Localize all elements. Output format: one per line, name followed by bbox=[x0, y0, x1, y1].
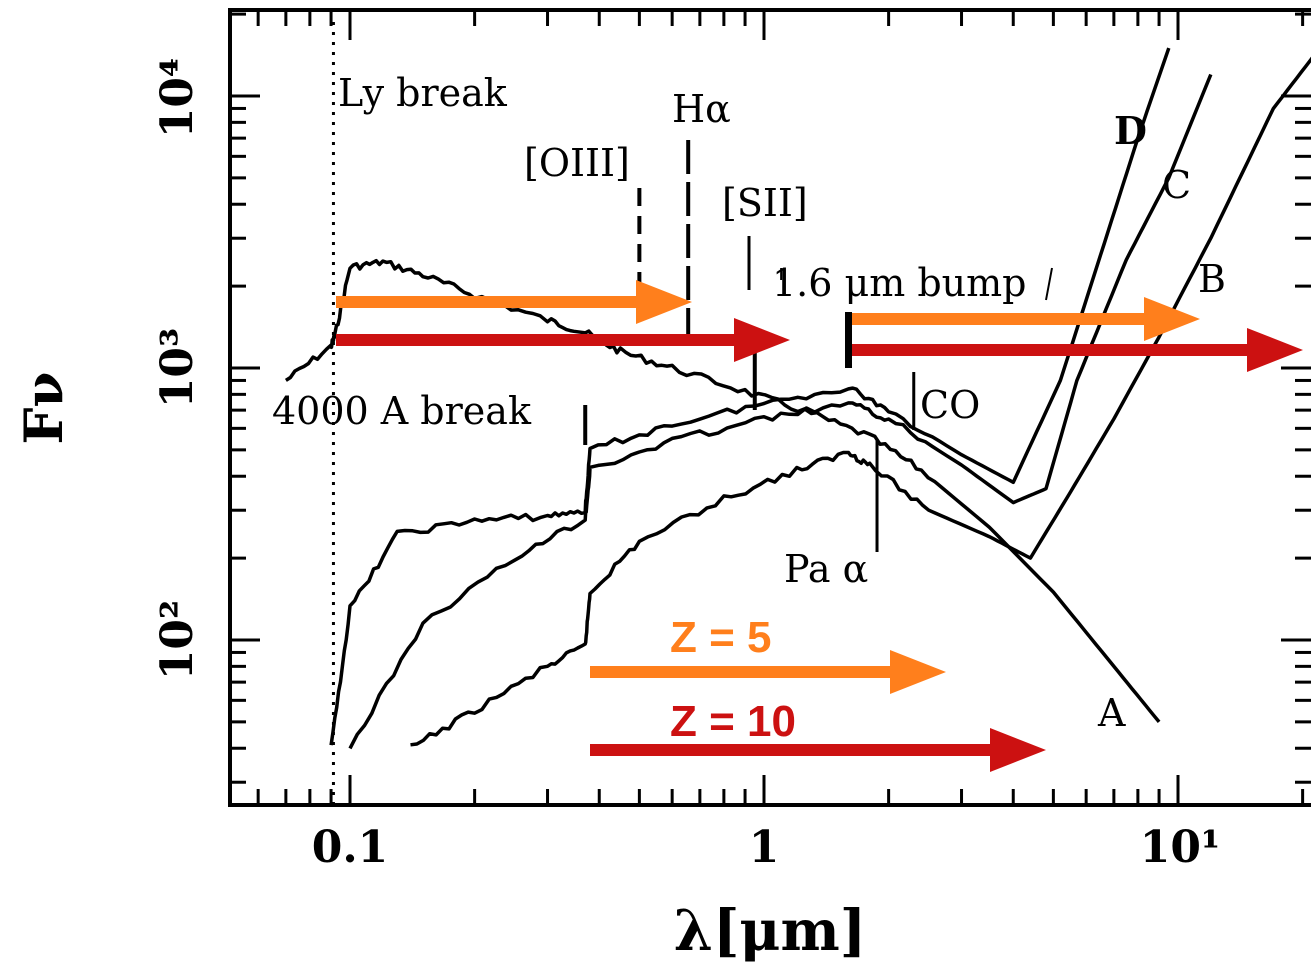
balmer-z5-arrow-head bbox=[890, 650, 946, 694]
balmer-break-label: 4000 A break bbox=[272, 389, 532, 433]
y-axis-label: Fν bbox=[14, 372, 75, 445]
y-tick-label-1000: 10³ bbox=[152, 328, 203, 409]
x-axis-label: λ[μm] bbox=[674, 898, 867, 962]
line-markers bbox=[331, 22, 1053, 805]
curve-a bbox=[284, 258, 1161, 724]
sii-label: [SII] bbox=[722, 181, 808, 225]
redshift-arrows bbox=[336, 280, 1303, 772]
curve-b-label: B bbox=[1198, 257, 1226, 301]
ly-break-label: Ly break bbox=[338, 71, 508, 115]
curve-d-label: D bbox=[1114, 108, 1147, 153]
ly-break-z10-arrow-head bbox=[734, 318, 790, 362]
oiii-label: [OIII] bbox=[524, 141, 630, 185]
plot-frame bbox=[228, 8, 1311, 807]
curve-b bbox=[410, 56, 1311, 747]
x-tick-label-1: 1 bbox=[749, 822, 780, 873]
bump-z10-arrow-head bbox=[1247, 328, 1303, 372]
co-label: CO bbox=[920, 383, 980, 427]
z5-label: Z = 5 bbox=[670, 613, 772, 662]
halpha-label: Hα bbox=[672, 87, 731, 131]
balmer-z10-arrow-head bbox=[990, 728, 1046, 772]
axis-ticks bbox=[230, 10, 1311, 805]
ly-break-z5-arrow-head bbox=[636, 280, 692, 324]
bump-label: 1.6 μm bump bbox=[772, 261, 1026, 305]
bump-leader bbox=[1045, 267, 1053, 301]
curve-a-label: A bbox=[1097, 691, 1126, 735]
paalpha-label: Pa α bbox=[784, 547, 868, 591]
curve-d bbox=[329, 47, 1171, 746]
curve-c-label: C bbox=[1162, 163, 1191, 207]
y-tick-label-100: 10² bbox=[152, 600, 203, 681]
x-tick-label-0.1: 0.1 bbox=[312, 822, 389, 873]
bump-z5-arrow-head bbox=[1144, 297, 1200, 341]
x-tick-label-10: 10¹ bbox=[1140, 822, 1221, 873]
y-tick-label-10000: 10⁴ bbox=[152, 58, 203, 139]
z10-label: Z = 10 bbox=[670, 697, 796, 746]
